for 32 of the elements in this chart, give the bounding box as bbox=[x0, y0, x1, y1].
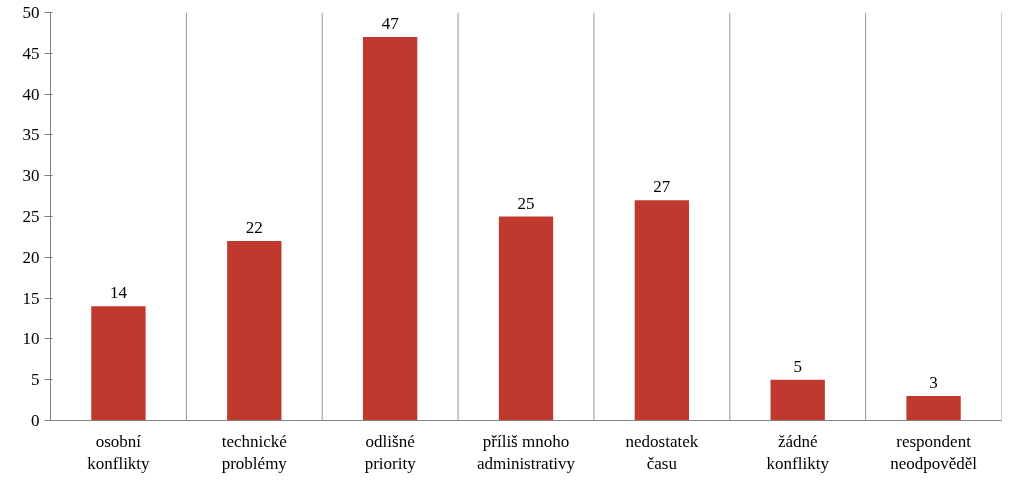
x-tick-label: technické problémy bbox=[221, 431, 288, 474]
y-tick-label: 15 bbox=[22, 288, 40, 308]
y-tick-label: 40 bbox=[22, 84, 40, 104]
y-tick-label: 50 bbox=[22, 3, 40, 22]
bar bbox=[498, 216, 554, 421]
y-tick-label: 35 bbox=[22, 125, 40, 145]
bar bbox=[91, 306, 146, 421]
y-tick-label: 20 bbox=[22, 247, 40, 267]
bar bbox=[362, 36, 418, 421]
y-tick-label: 10 bbox=[22, 329, 40, 349]
y-tick-label: 45 bbox=[22, 43, 40, 63]
x-tick-label: příliš mnoho administrativy bbox=[476, 431, 576, 474]
data-label: 47 bbox=[381, 13, 400, 33]
x-tick-label: nedostatek času bbox=[625, 431, 699, 474]
data-label: 14 bbox=[109, 283, 128, 303]
x-tick-label: respondent neodpověděl bbox=[890, 431, 978, 474]
data-label: 25 bbox=[517, 193, 535, 213]
y-tick-label: 30 bbox=[22, 166, 40, 186]
bar bbox=[634, 200, 690, 421]
x-tick-label: žádné konflikty bbox=[766, 431, 830, 474]
data-label: 3 bbox=[929, 373, 938, 393]
bar bbox=[770, 379, 825, 421]
data-label: 5 bbox=[793, 356, 802, 376]
data-label: 22 bbox=[245, 217, 263, 237]
y-tick-label: 0 bbox=[31, 411, 40, 430]
x-tick-label: osobní konflikty bbox=[87, 431, 151, 474]
y-tick-label: 25 bbox=[22, 207, 40, 226]
bar bbox=[227, 240, 282, 421]
bar bbox=[906, 396, 961, 421]
x-tick-label: odlišné priority bbox=[364, 431, 417, 474]
data-label: 27 bbox=[653, 177, 671, 197]
y-tick-label: 5 bbox=[31, 370, 40, 390]
